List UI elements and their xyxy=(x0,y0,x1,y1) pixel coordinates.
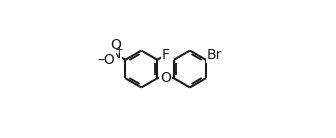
Text: –O: –O xyxy=(97,53,115,67)
Text: Br: Br xyxy=(207,48,222,62)
Text: F: F xyxy=(162,48,170,62)
Text: +: + xyxy=(115,46,123,55)
Text: O: O xyxy=(160,71,171,85)
Text: N: N xyxy=(111,47,121,61)
Text: O: O xyxy=(111,38,121,52)
